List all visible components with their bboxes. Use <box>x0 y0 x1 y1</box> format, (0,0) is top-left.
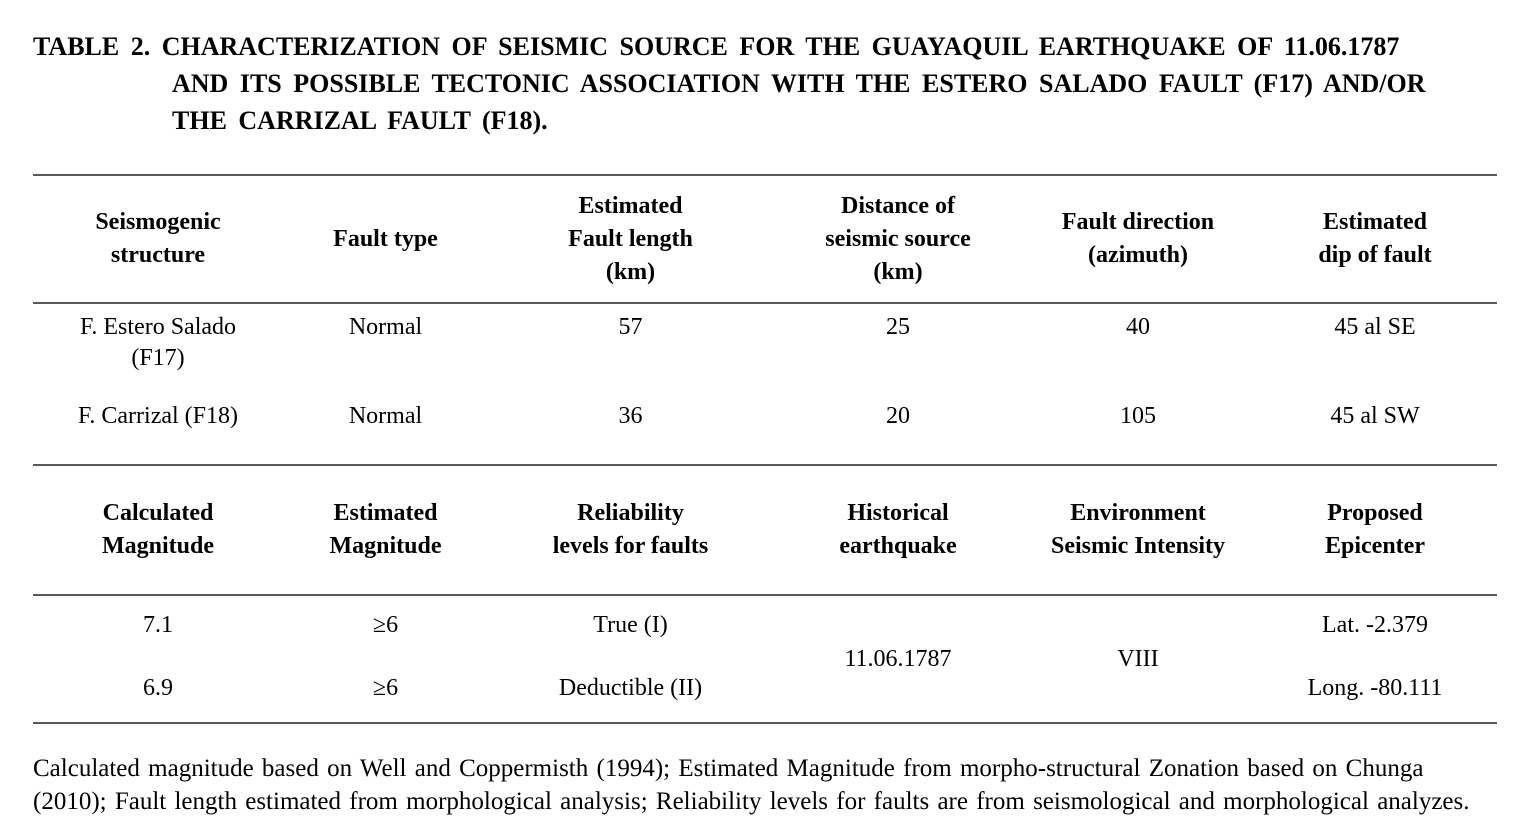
table-row-estero-salado: F. Estero Salado (F17) Normal 57 25 40 4… <box>33 303 1497 386</box>
col-header-distance-seismic-source: Distance of seismic source (km) <box>825 192 971 285</box>
cell-calculated-magnitude-2: 6.9 <box>143 674 173 701</box>
cell-structure-carrizal: F. Carrizal (F18) <box>77 403 239 429</box>
cell-fault-length-estero: 57 <box>618 314 643 340</box>
col-header-seismogenic-structure: Seismogenic structure <box>95 209 221 268</box>
cell-dip-carrizal: 45 al SW <box>1330 403 1420 429</box>
table-row-magnitude-2: 6.9 ≥6 Deductible (II) Long. -80.111 <box>33 654 1497 723</box>
cell-calculated-magnitude-1: 7.1 <box>143 611 173 638</box>
cell-dip-estero: 45 al SE <box>1334 314 1416 340</box>
col-header-environment-seismic-intensity: Environment Seismic Intensity <box>1051 500 1225 559</box>
col-header-proposed-epicenter: Proposed Epicenter <box>1325 500 1425 559</box>
col-header-calculated-magnitude: Calculated Magnitude <box>101 500 214 559</box>
col-header-fault-direction: Fault direction (azimuth) <box>1061 209 1215 268</box>
cell-estimated-magnitude-2: ≥6 <box>372 674 399 701</box>
col-header-reliability-levels: Reliability levels for faults <box>552 500 709 559</box>
cell-estimated-magnitude-1: ≥6 <box>372 611 399 638</box>
cell-seismic-intensity: VIII <box>1117 645 1159 672</box>
seismic-source-table: Seismogenic structure Fault type Estimat… <box>33 174 1497 724</box>
col-header-historical-earthquake: Historical earthquake <box>839 500 957 559</box>
cell-fault-type-estero: Normal <box>348 314 423 340</box>
col-header-estimated-magnitude: Estimated Magnitude <box>329 500 442 559</box>
cell-reliability-1: True (I) <box>593 611 668 638</box>
cell-epicenter-longitude: Long. -80.111 <box>1307 674 1443 701</box>
cell-azimuth-carrizal: 105 <box>1120 403 1156 429</box>
cell-epicenter-latitude: Lat. -2.379 <box>1322 611 1428 638</box>
header-row-magnitude: Calculated Magnitude Estimated Magnitude… <box>33 465 1497 595</box>
table-caption: TABLE 2. CHARACTERIZATION OF SEISMIC SOU… <box>33 32 1426 135</box>
cell-structure-estero-salado: F. Estero Salado (F17) <box>79 314 237 371</box>
cell-historical-earthquake: 11.06.1787 <box>844 645 952 672</box>
table-footnote: Calculated magnitude based on Well and C… <box>33 755 1470 815</box>
col-header-dip-of-fault: Estimated dip of fault <box>1318 209 1432 268</box>
cell-reliability-2: Deductible (II) <box>558 674 703 701</box>
col-header-fault-length: Estimated Fault length (km) <box>568 192 693 285</box>
cell-fault-length-carrizal: 36 <box>618 403 643 429</box>
table-row-carrizal: F. Carrizal (F18) Normal 36 20 105 45 al… <box>33 386 1497 465</box>
header-row-structure: Seismogenic structure Fault type Estimat… <box>33 175 1497 303</box>
cell-distance-carrizal: 20 <box>886 403 910 429</box>
cell-fault-type-carrizal: Normal <box>348 403 423 429</box>
col-header-fault-type: Fault type <box>333 225 438 252</box>
table-row-magnitude-1: 7.1 ≥6 True (I) 11.06.1787 VIII Lat. -2.… <box>33 595 1497 672</box>
cell-distance-estero: 25 <box>886 314 910 340</box>
cell-azimuth-estero: 40 <box>1126 314 1150 340</box>
